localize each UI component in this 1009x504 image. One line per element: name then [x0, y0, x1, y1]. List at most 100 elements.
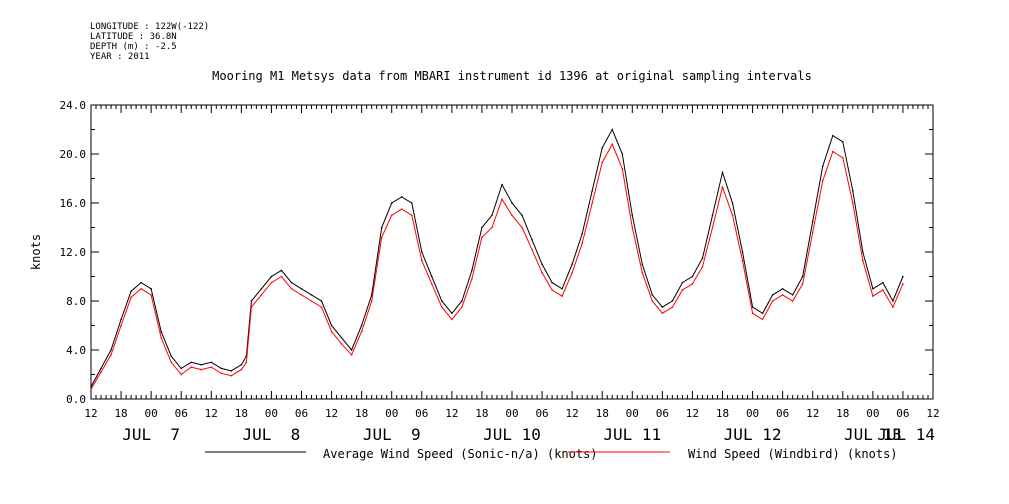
data-point-windbird [721, 186, 724, 188]
data-point-windbird [892, 306, 894, 308]
data-point-windbird [641, 272, 644, 274]
x-tick-label: 00 [265, 407, 278, 420]
x-tick-label: 06 [656, 407, 669, 420]
data-point-average [581, 232, 583, 235]
x-tick-label: 18 [235, 407, 248, 420]
data-point-windbird [90, 388, 92, 391]
data-point-windbird [390, 214, 393, 217]
data-point-average [691, 275, 694, 278]
data-point-windbird [180, 373, 183, 376]
data-point-windbird [741, 259, 744, 262]
metadata-block: LONGITUDE : 122W(-122) LATITUDE : 36.8N … [90, 22, 209, 62]
data-point-average [330, 324, 333, 327]
x-tick-label: 06 [295, 407, 308, 420]
data-point-average [501, 183, 503, 186]
x-tick-label: 12 [84, 407, 97, 420]
x-tick-label: 12 [686, 407, 699, 420]
series-layer [90, 128, 904, 391]
data-point-windbird [731, 214, 734, 217]
data-point-average [200, 363, 203, 366]
data-point-average [721, 171, 724, 174]
data-point-average [140, 281, 142, 284]
data-point-windbird [360, 330, 363, 333]
data-point-windbird [170, 361, 172, 364]
data-point-windbird [310, 300, 313, 302]
data-point-average [801, 275, 804, 278]
data-point-windbird [150, 294, 152, 296]
data-point-windbird [651, 300, 654, 302]
y-tick-label: 4.0 [66, 344, 86, 357]
data-point-windbird [210, 366, 213, 368]
data-point-average [711, 214, 714, 217]
data-point-windbird [431, 283, 433, 285]
y-tick-label: 12.0 [60, 246, 87, 259]
latitude-text: LATITUDE : 36.8N [90, 32, 177, 42]
data-point-average [120, 318, 122, 321]
x-tick-label: 06 [896, 407, 909, 420]
data-point-windbird [400, 208, 403, 210]
data-point-windbird [380, 236, 383, 239]
data-point-windbird [140, 287, 142, 290]
data-point-average [761, 312, 764, 315]
data-point-windbird [801, 283, 804, 285]
data-point-windbird [821, 180, 824, 182]
data-point-average [751, 306, 754, 308]
data-point-windbird [290, 287, 293, 290]
data-point-average [290, 281, 293, 284]
data-point-average [771, 294, 774, 296]
y-tick-label: 20.0 [60, 148, 87, 161]
data-point-average [701, 257, 704, 259]
data-point-windbird [781, 294, 784, 296]
data-point-windbird [591, 202, 593, 204]
data-point-average [511, 202, 513, 204]
data-point-windbird [791, 300, 794, 302]
data-point-average [481, 226, 483, 229]
data-point-windbird [852, 202, 854, 204]
x-tick-label: 06 [415, 407, 428, 420]
data-point-average [892, 300, 894, 302]
data-point-windbird [561, 295, 563, 297]
data-point-windbird [340, 343, 343, 345]
data-point-windbird [882, 289, 884, 291]
data-point-average [661, 306, 664, 308]
date-label: JUL 13 [844, 425, 902, 444]
date-label: JUL 10 [483, 425, 541, 444]
data-point-windbird [761, 318, 764, 321]
series-line-average-wind-speed [90, 128, 904, 388]
date-label: JUL 14 [877, 425, 935, 444]
data-point-windbird [681, 289, 684, 291]
data-point-windbird [220, 372, 223, 375]
data-point-windbird [130, 296, 132, 299]
data-point-average [641, 263, 644, 266]
date-label: JUL 11 [603, 425, 661, 444]
data-point-average [831, 134, 834, 137]
data-point-average [821, 165, 824, 168]
year-text: YEAR : 2011 [90, 52, 150, 62]
data-point-windbird [461, 306, 463, 308]
data-point-average [240, 363, 243, 366]
depth-text: DEPTH (m) : -2.5 [90, 42, 177, 52]
x-axis-ticks: 12 18 00 06 12 18 00 06 12 18 00 06 12 18 00 06 12 18 00 06… [84, 105, 940, 444]
data-point-average [621, 153, 624, 155]
data-point-windbird [250, 306, 253, 308]
data-point-average [431, 275, 433, 278]
data-point-windbird [420, 259, 423, 262]
data-point-average [852, 189, 854, 192]
x-tick-label: 12 [806, 407, 819, 420]
longitude-text: LONGITUDE : 122W(-122) [90, 22, 210, 32]
data-point-average [270, 275, 273, 278]
data-point-average [390, 202, 393, 204]
data-point-average [110, 349, 112, 351]
legend-label-average: Average Wind Speed (Sonic-n/a) (knots) [323, 447, 598, 461]
data-point-windbird [521, 226, 523, 229]
data-point-average [561, 287, 563, 290]
data-point-windbird [531, 248, 533, 251]
x-tick-label: 12 [325, 407, 338, 420]
data-point-average [370, 294, 373, 296]
data-point-windbird [571, 272, 573, 274]
data-point-average [320, 300, 323, 302]
data-point-windbird [862, 259, 864, 262]
data-point-average [160, 330, 162, 333]
data-point-windbird [671, 306, 674, 308]
data-point-average [441, 300, 443, 302]
